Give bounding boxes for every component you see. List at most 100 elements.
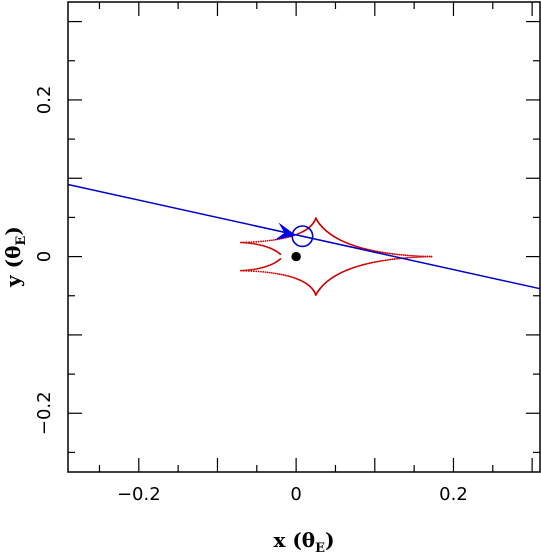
caustic-point [284,274,287,277]
caustic-point [422,255,424,258]
x-axis-label: x (θE) [273,528,334,555]
source-trajectory [67,183,541,290]
caustic-point [250,241,253,243]
caustic-point [257,270,260,273]
caustic-point [383,251,385,254]
caustic-point [259,244,262,247]
caustic-point [361,247,364,250]
caustic-point [253,243,256,245]
caustic-point [395,257,398,260]
caustic-point [260,270,262,273]
caustic-point [282,274,285,276]
caustic-point [358,246,361,249]
caustic-point [279,258,282,260]
caustic-point [406,256,409,259]
caustic-point [408,254,411,257]
caustic-point [290,276,293,278]
caustic-point [418,256,420,258]
caustic-point [384,252,387,254]
caustic-point [262,271,265,273]
caustic-point [402,254,405,256]
caustic-point [242,241,245,244]
caustic-point [424,255,427,258]
caustic-point [358,264,361,267]
caustic-point [364,263,367,266]
caustic-point [388,258,390,261]
caustic-point [410,254,412,257]
caustic-point [276,272,279,275]
markers [274,222,314,262]
caustic-point [266,239,269,242]
caustic-point [252,241,255,243]
caustic-point [252,242,254,245]
caustic-point [404,254,407,257]
caustic-point [397,257,399,260]
caustic-point [252,268,254,271]
caustic-point [257,240,260,243]
caustic-point [389,252,392,255]
caustic-point [261,244,263,247]
caustic-point [260,240,262,243]
caustic-point [293,277,296,279]
caustic-point [261,266,263,269]
caustic-point [250,270,253,272]
caustic-point [406,254,409,257]
caustic-point [255,270,258,273]
caustic-point [287,275,290,278]
caustic-point [383,259,385,262]
caustic-point [410,256,412,259]
caustic-point [268,271,271,274]
caustic-point [420,256,422,258]
caustic-point [295,277,297,280]
caustic-point [245,241,248,244]
caustic-point [255,243,258,246]
y-tick-label: 0 [34,251,55,262]
caustic-point [367,262,370,265]
caustic-point [370,261,373,264]
caustic-point [386,259,389,261]
caustic-point [262,240,265,243]
caustic-point [250,268,253,271]
caustic-point [371,261,374,264]
caustic-point [414,256,416,259]
caustic-point [247,269,250,272]
caustic-point [373,261,376,264]
caustic-point [240,269,242,272]
caustic-point [368,262,371,265]
caustic-point [393,258,396,260]
caustic-point [272,239,275,241]
caustic-point [256,243,259,246]
caustic-point [314,217,317,220]
caustic-point [253,268,256,271]
caustic-point [412,256,414,259]
caustic-point [272,272,275,275]
caustic-point [256,267,259,270]
caustic-point [280,273,283,276]
caustic-point [412,254,414,257]
lens-marker [291,251,301,262]
caustic-point [430,255,433,258]
caustic-point [270,272,273,274]
caustic-point [243,269,246,272]
caustic-point [378,250,381,253]
caustic-point [375,260,377,263]
caustic-point [268,239,271,242]
x-tick-label: 0.2 [439,484,468,505]
caustic-point [360,246,363,249]
caustic-point [398,253,401,256]
caustic-point [426,255,429,258]
caustic-point [397,253,399,256]
y-tick-label: −0.2 [34,391,55,435]
caustic-point [285,274,288,277]
caustic-point [241,269,244,272]
caustic-point [414,254,416,257]
caustic-point [274,272,277,275]
axis-ticks: −0.2 0 0.2 −0.2 0 0.2 [34,2,540,505]
caustic-point [361,264,364,266]
caustic-point [255,240,258,243]
caustic-point [428,255,431,258]
caustic-point [384,259,387,262]
caustic-point [400,253,403,256]
direction-arrow [274,222,297,241]
